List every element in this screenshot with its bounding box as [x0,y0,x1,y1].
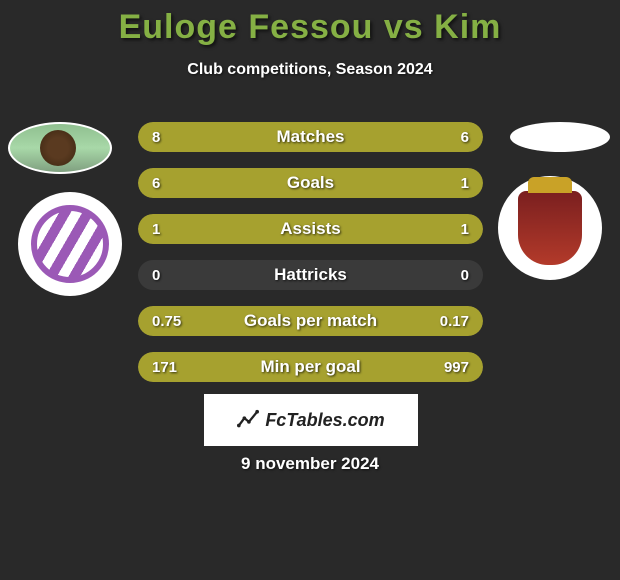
stat-value-left: 0.75 [152,306,181,336]
club-left-crest [18,192,122,296]
stats-container: Matches86Goals61Assists11Hattricks00Goal… [138,122,483,398]
chart-icon [237,409,259,431]
stat-value-left: 8 [152,122,160,152]
stat-row: Goals6 1 [138,168,483,198]
stat-value-left: 1 [152,214,160,244]
stat-row: Goals per match0.75 0.17 [138,306,483,336]
stat-row: Assists1 1 [138,214,483,244]
watermark-badge: FcTables.com [204,394,418,446]
stat-value-left: 0 [152,260,160,290]
page-subtitle: Club competitions, Season 2024 [0,61,620,79]
player-left-avatar [8,122,112,174]
stat-label: Goals [138,168,483,198]
stat-value-left: 6 [152,168,160,198]
stat-value-right: 0.17 [440,306,469,336]
stat-row: Min per goal171 997 [138,352,483,382]
stat-value-right: 997 [444,352,469,382]
stat-row: Hattricks0 0 [138,260,483,290]
stat-value-right: 0 [461,260,469,290]
stat-label: Min per goal [138,352,483,382]
footer-date: 9 november 2024 [0,454,620,474]
stat-label: Hattricks [138,260,483,290]
club-right-crest [498,176,602,280]
player-right-avatar [510,122,610,152]
stat-value-right: 1 [461,168,469,198]
stat-value-right: 6 [461,122,469,152]
stat-label: Assists [138,214,483,244]
stat-label: Goals per match [138,306,483,336]
stat-label: Matches [138,122,483,152]
stat-row: Matches8 6 [138,122,483,152]
stat-value-right: 1 [461,214,469,244]
watermark-text: FcTables.com [265,410,384,431]
page-title: Euloge Fessou vs Kim [0,0,620,47]
stat-value-left: 171 [152,352,177,382]
